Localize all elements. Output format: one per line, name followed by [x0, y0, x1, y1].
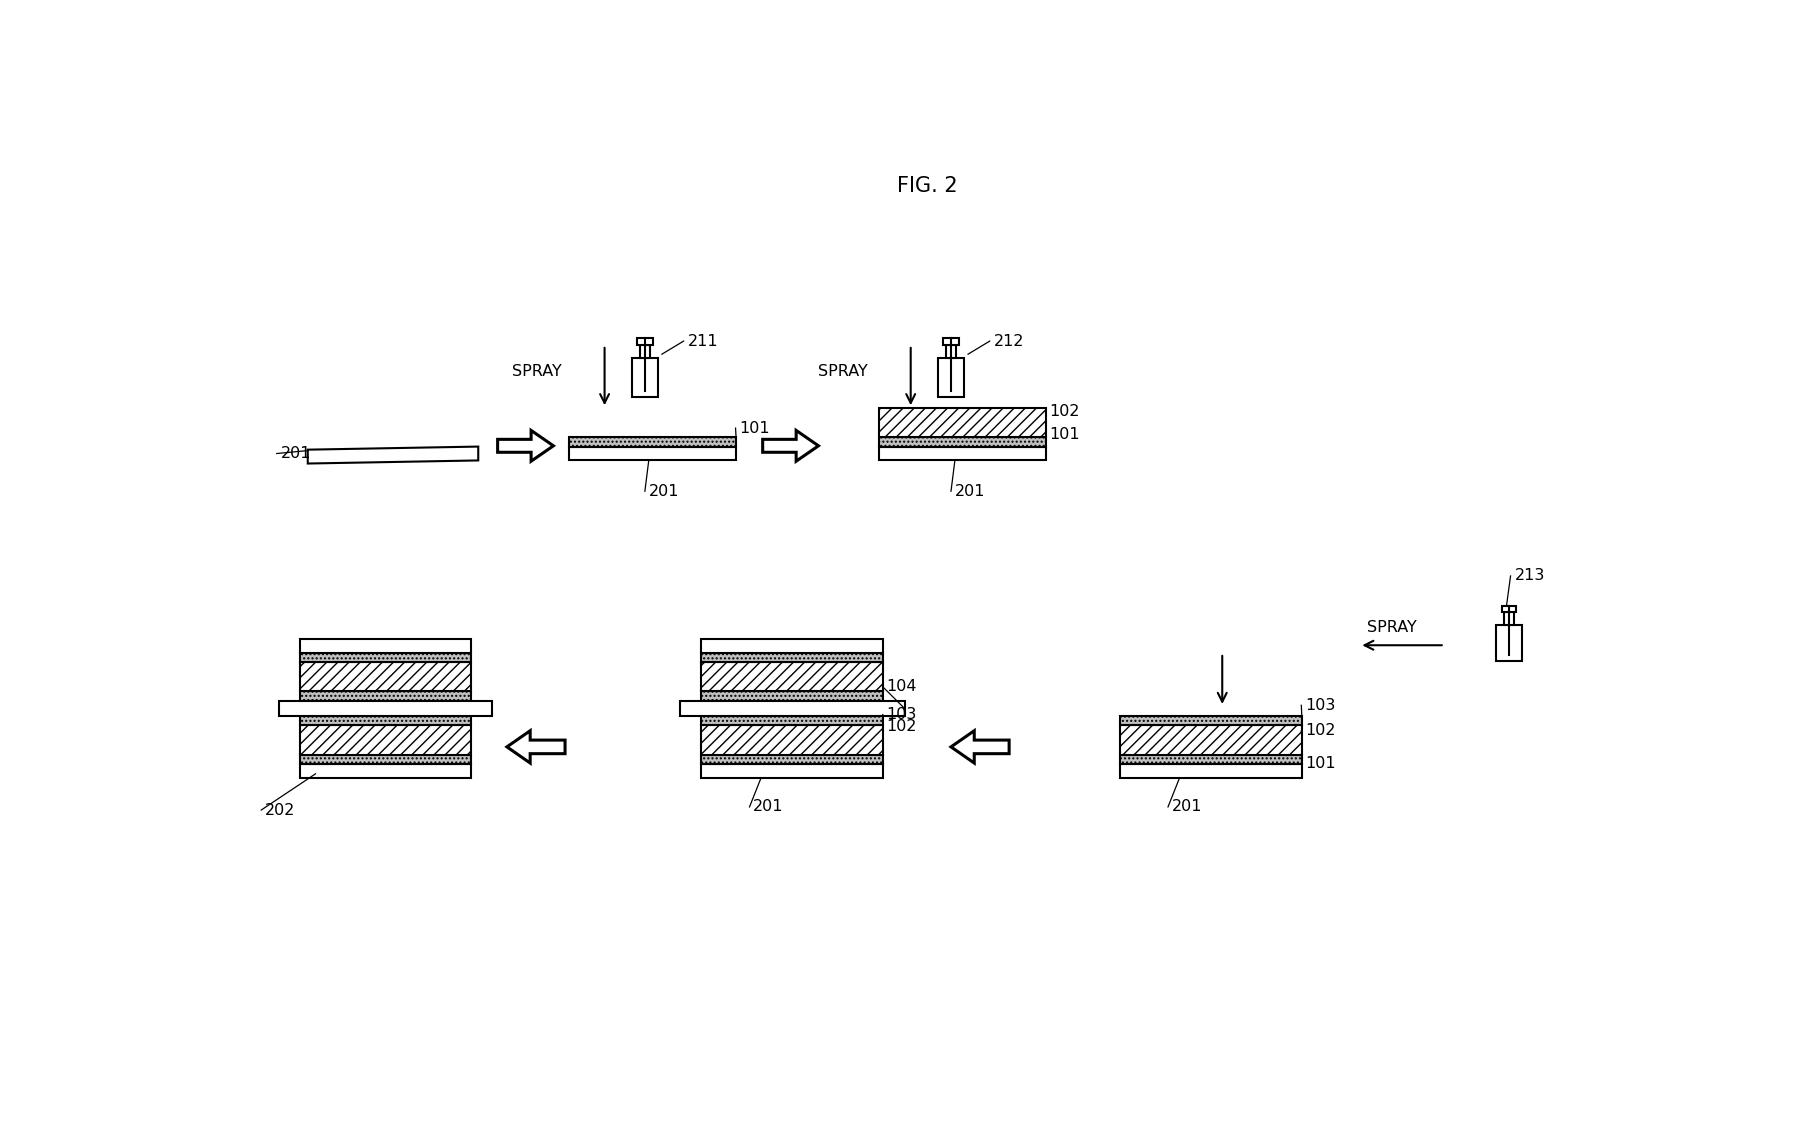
- Text: 101: 101: [1306, 756, 1337, 771]
- Text: 102: 102: [887, 718, 916, 733]
- Bar: [701, 755, 884, 764]
- Text: 212: 212: [994, 333, 1025, 348]
- Text: 103: 103: [887, 707, 916, 722]
- Text: 201: 201: [1172, 799, 1203, 814]
- Text: SPRAY: SPRAY: [819, 363, 867, 379]
- Text: 104: 104: [887, 679, 916, 694]
- Text: 213: 213: [1514, 569, 1545, 584]
- Bar: [1498, 641, 1519, 659]
- Bar: [637, 338, 652, 345]
- Bar: [701, 725, 884, 755]
- Bar: [679, 701, 904, 716]
- Bar: [701, 653, 884, 662]
- Text: 102: 102: [1049, 403, 1079, 419]
- Bar: [880, 437, 1047, 447]
- Bar: [639, 345, 650, 359]
- Bar: [634, 376, 657, 395]
- Bar: [1119, 764, 1302, 778]
- Bar: [944, 338, 958, 345]
- Bar: [1496, 625, 1521, 660]
- Polygon shape: [507, 731, 565, 763]
- Text: SPRAY: SPRAY: [511, 363, 561, 379]
- Text: SPRAY: SPRAY: [1367, 620, 1416, 635]
- Bar: [1505, 612, 1514, 625]
- Polygon shape: [498, 431, 554, 461]
- Bar: [301, 725, 471, 755]
- Text: 202: 202: [264, 803, 295, 818]
- Text: 201: 201: [281, 447, 311, 461]
- Bar: [1501, 605, 1516, 612]
- Bar: [301, 640, 471, 653]
- Bar: [1119, 716, 1302, 725]
- Text: 201: 201: [753, 799, 784, 814]
- Bar: [701, 662, 884, 691]
- Bar: [701, 716, 884, 725]
- Text: 201: 201: [648, 484, 679, 499]
- Text: 101: 101: [739, 420, 770, 435]
- Bar: [301, 764, 471, 778]
- Bar: [701, 764, 884, 778]
- Bar: [880, 447, 1047, 460]
- Text: 211: 211: [688, 333, 719, 348]
- Bar: [1119, 755, 1302, 764]
- Bar: [945, 345, 956, 359]
- Text: 101: 101: [1049, 427, 1079, 442]
- Bar: [938, 359, 963, 396]
- Bar: [301, 755, 471, 764]
- Bar: [940, 376, 963, 395]
- Bar: [569, 447, 735, 460]
- Polygon shape: [951, 731, 1009, 763]
- Bar: [279, 701, 493, 716]
- Bar: [880, 408, 1047, 437]
- Bar: [301, 662, 471, 691]
- Bar: [1119, 725, 1302, 755]
- Polygon shape: [308, 447, 478, 464]
- Bar: [632, 359, 657, 396]
- Bar: [701, 691, 884, 701]
- Text: 201: 201: [954, 484, 985, 499]
- Bar: [701, 640, 884, 653]
- Polygon shape: [762, 431, 819, 461]
- Text: 102: 102: [1306, 723, 1337, 738]
- Text: 103: 103: [1306, 698, 1335, 713]
- Bar: [569, 437, 735, 447]
- Bar: [301, 716, 471, 725]
- Text: FIG. 2: FIG. 2: [898, 176, 958, 195]
- Bar: [301, 653, 471, 662]
- Bar: [301, 691, 471, 701]
